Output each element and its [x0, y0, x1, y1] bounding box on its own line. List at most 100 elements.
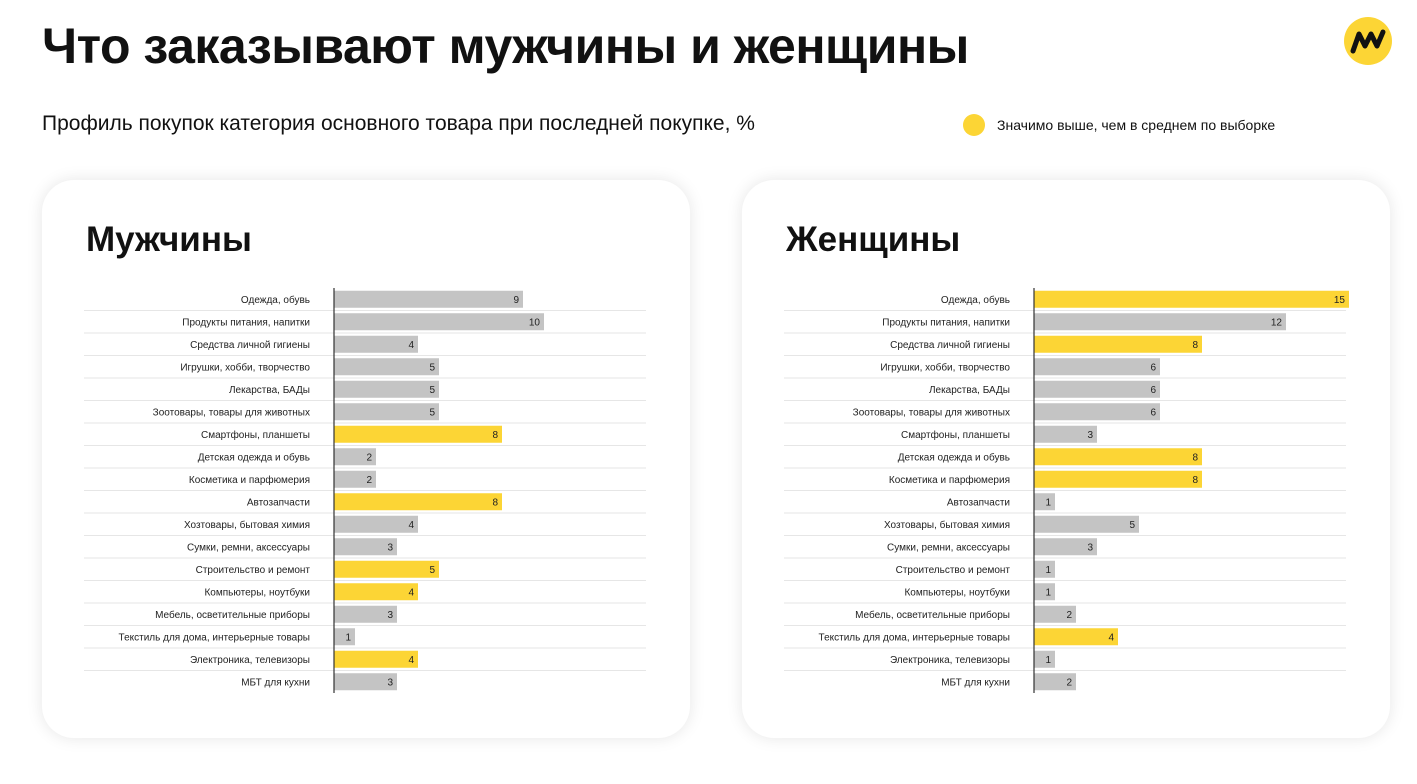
bar [1034, 493, 1055, 511]
category-label: Зоотовары, товары для животных [153, 407, 310, 418]
category-label: Лекарства, БАДы [929, 385, 1010, 396]
bar [334, 425, 502, 443]
value-label: 9 [513, 295, 519, 306]
page-title: Что заказывают мужчины и женщины [42, 18, 969, 74]
bar [1034, 515, 1139, 533]
value-label: 1 [1045, 565, 1051, 576]
men-bar-chart: Одежда, обувь 9 Продукты питания, напитки 1… [84, 288, 646, 693]
value-label: 8 [1192, 340, 1198, 351]
bar [1034, 403, 1160, 421]
category-label: Лекарства, БАДы [229, 385, 310, 396]
value-label: 4 [1108, 632, 1114, 643]
bar [334, 493, 502, 511]
category-label: Автозапчасти [247, 497, 310, 508]
value-label: 8 [492, 430, 498, 441]
value-label: 2 [1066, 610, 1072, 621]
category-label: Компьютеры, ноутбуки [204, 586, 310, 598]
value-label: 3 [1087, 430, 1093, 441]
value-label: 2 [366, 452, 372, 463]
category-label: Средства личной гигиены [890, 340, 1010, 351]
value-label: 6 [1150, 385, 1156, 396]
bar [334, 605, 397, 623]
value-label: 3 [387, 542, 393, 553]
bar [334, 515, 418, 533]
value-label: 3 [387, 677, 393, 688]
bar [1034, 425, 1097, 443]
category-label: Строительство и ремонт [196, 565, 311, 576]
bar [1034, 380, 1160, 398]
category-label: Продукты питания, напитки [882, 317, 1010, 328]
category-label: МБТ для кухни [241, 677, 310, 688]
category-label: Детская одежда и обувь [198, 451, 310, 463]
value-label: 1 [345, 632, 351, 643]
category-label: Одежда, обувь [241, 294, 310, 306]
value-label: 3 [387, 610, 393, 621]
category-label: Хозтовары, бытовая химия [184, 519, 310, 531]
legend-label: Значимо выше, чем в среднем по выборке [997, 117, 1276, 133]
value-label: 2 [1066, 677, 1072, 688]
category-label: Электроника, телевизоры [890, 655, 1010, 666]
legend-swatch [963, 114, 985, 136]
bar [334, 470, 376, 488]
bar [1034, 673, 1076, 691]
category-label: Сумки, ремни, аксессуары [887, 542, 1010, 553]
chart-subtitle: Профиль покупок категория основного това… [42, 112, 755, 135]
value-label: 12 [1271, 317, 1283, 328]
category-label: Компьютеры, ноутбуки [904, 586, 1010, 598]
bar [334, 448, 376, 466]
women-chart-panel: Женщины Одежда, обувь 15 Продукты питания,… [742, 180, 1390, 738]
bar [1034, 583, 1055, 601]
value-label: 5 [429, 565, 435, 576]
legend: Значимо выше, чем в среднем по выборке [963, 112, 1275, 138]
bar [334, 335, 418, 353]
category-label: Смартфоны, планшеты [901, 429, 1010, 441]
bar [1034, 470, 1202, 488]
value-label: 6 [1150, 362, 1156, 373]
category-label: Детская одежда и обувь [898, 451, 1010, 463]
yandex-market-logo-icon [1344, 17, 1392, 65]
bar [334, 290, 523, 308]
value-label: 1 [1045, 497, 1051, 508]
bar [1034, 448, 1202, 466]
bar [1034, 605, 1076, 623]
category-label: Электроника, телевизоры [190, 655, 310, 666]
category-label: Косметика и парфюмерия [189, 474, 310, 486]
category-label: Продукты питания, напитки [182, 317, 310, 328]
value-label: 8 [1192, 475, 1198, 486]
category-label: Хозтовары, бытовая химия [884, 519, 1010, 531]
bar [334, 673, 397, 691]
value-label: 15 [1334, 295, 1346, 306]
category-label: Текстиль для дома, интерьерные товары [119, 632, 310, 643]
category-label: Средства личной гигиены [190, 340, 310, 351]
value-label: 3 [1087, 542, 1093, 553]
category-label: Текстиль для дома, интерьерные товары [819, 632, 1010, 643]
women-chart-title: Женщины [786, 220, 961, 259]
category-label: Строительство и ремонт [896, 565, 1011, 576]
category-label: Игрушки, хобби, творчество [880, 361, 1010, 373]
value-label: 10 [529, 317, 541, 328]
bar [334, 650, 418, 668]
bar [1034, 560, 1055, 578]
bar [1034, 358, 1160, 376]
category-label: Одежда, обувь [941, 294, 1010, 306]
bar [334, 380, 439, 398]
category-label: Игрушки, хобби, творчество [180, 361, 310, 373]
value-label: 1 [1045, 587, 1051, 598]
value-label: 6 [1150, 407, 1156, 418]
women-bar-chart: Одежда, обувь 15 Продукты питания, напитки… [784, 288, 1349, 693]
value-label: 4 [408, 340, 414, 351]
bar [1034, 335, 1202, 353]
category-label: МБТ для кухни [941, 677, 1010, 688]
value-label: 5 [429, 362, 435, 373]
category-label: Автозапчасти [947, 497, 1010, 508]
category-label: Смартфоны, планшеты [201, 429, 310, 441]
value-label: 5 [429, 407, 435, 418]
bar [1034, 628, 1118, 646]
category-label: Сумки, ремни, аксессуары [187, 542, 310, 553]
bar [334, 538, 397, 556]
value-label: 4 [408, 520, 414, 531]
bar [334, 358, 439, 376]
category-label: Косметика и парфюмерия [889, 474, 1010, 486]
category-label: Зоотовары, товары для животных [853, 407, 1010, 418]
bar [1034, 650, 1055, 668]
